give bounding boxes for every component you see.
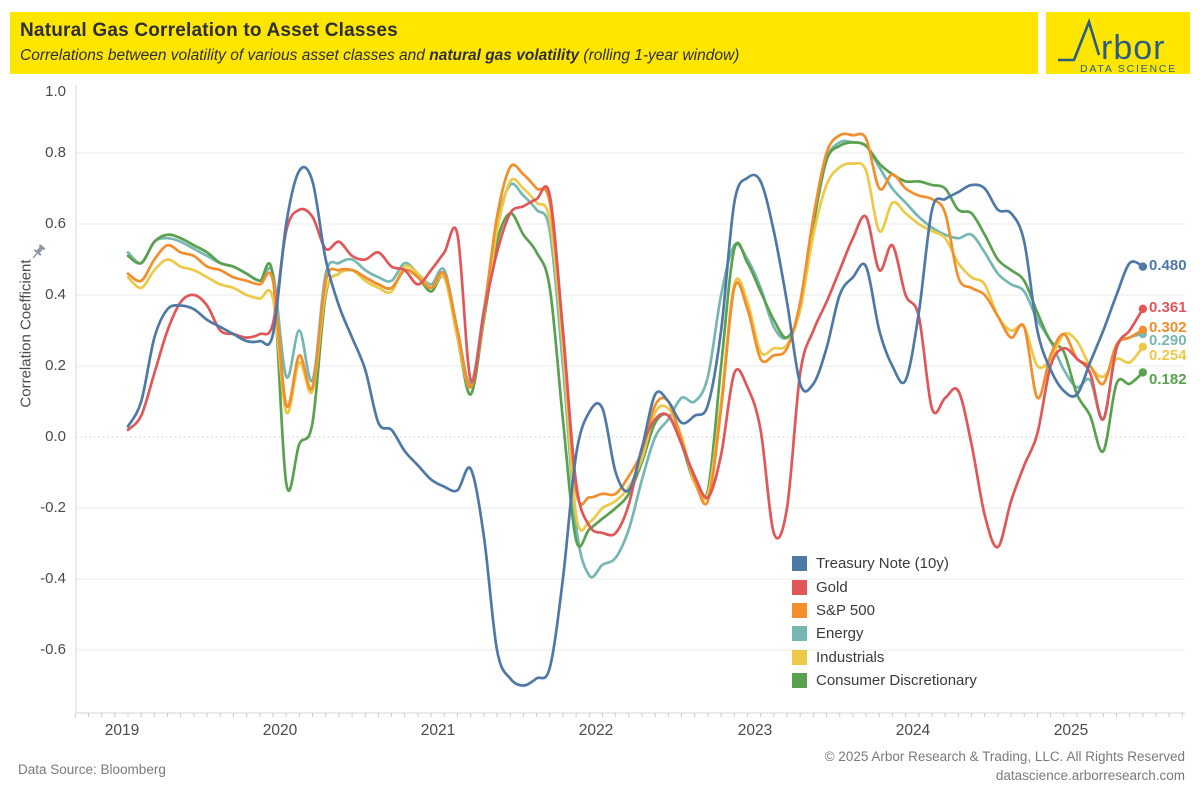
series-line-consumer-discretionary[interactable] [126,141,1145,548]
series-line-industrials[interactable] [126,161,1145,532]
legend-label: Gold [816,578,848,596]
series-line-energy[interactable] [126,139,1145,579]
legend-swatch-icon [792,602,807,618]
legend-label: S&P 500 [816,601,875,619]
subtitle-bold: natural gas volatility [429,47,580,64]
legend-label: Treasury Note (10y) [816,555,949,573]
legend-swatch-icon [792,579,807,595]
end-value-label: 0.302 [1149,319,1187,336]
legend-item-s-p-500[interactable]: S&P 500 [792,599,977,622]
page-subtitle: Correlations between volatility of vario… [20,47,739,65]
x-tick-label-2024: 2024 [895,722,931,739]
subtitle-prefix: Correlations between volatility of vario… [20,47,430,64]
arbor-peak-icon: rbor DATA SCIENCE [1058,18,1177,75]
legend: Treasury Note (10y) Gold S&P 500 Energy Indu… [792,552,977,692]
header-band [10,12,1038,74]
x-tick-label-2020: 2020 [262,722,298,739]
legend-item-industrials[interactable]: Industrials [792,646,977,669]
series-endpoint-treasury-note-10y[interactable] [1138,262,1148,271]
legend-swatch-icon [792,649,807,665]
logo-tagline: DATA SCIENCE [1080,63,1177,74]
legend-swatch-icon [792,673,807,689]
x-tick-label-2019: 2019 [104,722,140,739]
pin-icon[interactable] [29,243,47,261]
legend-label: Industrials [816,648,885,666]
x-tick-label-2025: 2025 [1053,722,1089,739]
series-line-gold[interactable] [126,185,1145,549]
logo: rbor DATA SCIENCE [1046,12,1190,75]
copyright-line: © 2025 Arbor Research & Trading, LLC. Al… [824,749,1185,764]
y-tick-label: 0.8 [45,144,66,161]
copyright-block: © 2025 Arbor Research & Trading, LLC. Al… [825,747,1185,785]
y-tick-label: -0.2 [40,499,66,516]
end-value-label: 0.182 [1149,371,1187,388]
series-line-s-p-500[interactable] [126,132,1145,506]
y-tick-label: 0.4 [45,286,66,303]
y-tick-label: 0.0 [45,428,66,445]
series-endpoint-consumer-discretionary[interactable] [1138,368,1148,377]
end-value-label: 0.290 [1149,332,1187,349]
logo-brand-text: rbor [1101,29,1165,67]
legend-item-consumer-discretionary[interactable]: Consumer Discretionary [792,669,977,692]
x-tick-label-2023: 2023 [737,722,773,739]
website-link[interactable]: datascience.arborresearch.com [995,768,1185,783]
y-tick-label: 0.6 [45,215,66,232]
series-endpoint-s-p-500[interactable] [1138,325,1148,334]
y-axis-title: Correlation Coefficient [17,259,35,408]
y-tick-label: 0.2 [45,357,66,374]
page-title: Natural Gas Correlation to Asset Classes [20,20,398,41]
y-tick-label: -0.4 [40,570,66,587]
legend-item-energy[interactable]: Energy [792,622,977,645]
series-line-treasury-note-10y[interactable] [126,165,1145,687]
legend-swatch-icon [792,626,807,642]
legend-item-gold[interactable]: Gold [792,575,977,598]
end-value-label: 0.361 [1149,299,1187,316]
x-tick-label-2022: 2022 [578,722,614,739]
data-source: Data Source: Bloomberg [18,762,166,777]
y-tick-label: -0.6 [40,641,66,658]
subtitle-suffix: (rolling 1-year window) [579,47,740,64]
legend-item-treasury-note-10y[interactable]: Treasury Note (10y) [792,552,977,575]
legend-swatch-icon [792,556,807,572]
series-endpoint-industrials[interactable] [1138,342,1148,352]
end-value-label: 0.480 [1149,257,1187,274]
legend-label: Energy [816,625,864,643]
series-endpoint-gold[interactable] [1138,304,1148,314]
x-tick-label-2021: 2021 [420,722,456,739]
end-value-label: 0.254 [1149,347,1187,364]
legend-label: Consumer Discretionary [816,672,977,690]
y-tick-label: 1.0 [45,83,66,100]
